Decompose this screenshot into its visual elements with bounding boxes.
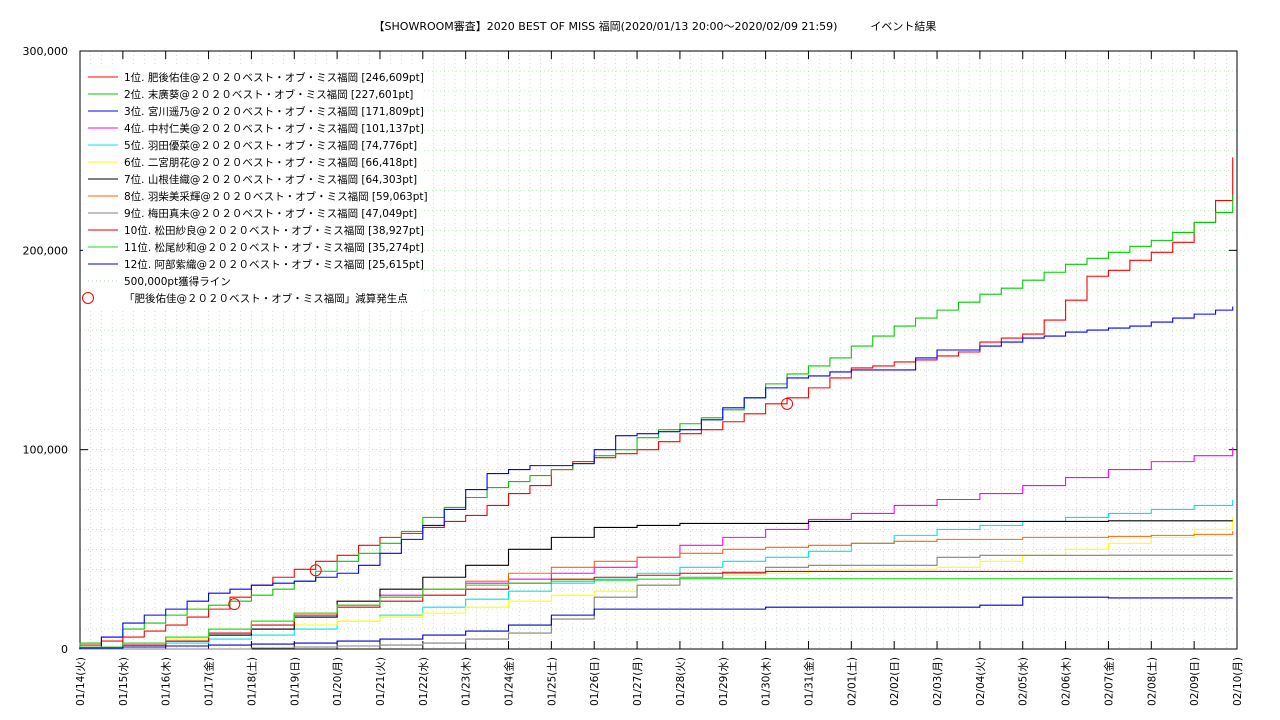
legend-entry: 8位. 羽柴美采輝@２０２０ベスト・オブ・ミス福岡 [59,063pt] (124, 190, 428, 203)
legend-entry: 12位. 阿部紫織@２０２０ベスト・オブ・ミス福岡 [25,615pt] (124, 258, 424, 271)
series-line-4 (79, 447, 1234, 649)
legend-entry: 3位. 宮川遥乃@２０２０ベスト・オブ・ミス福岡 [171,809pt] (124, 105, 424, 118)
x-tick-label: 01/14(火) (75, 657, 87, 706)
x-tick-label: 01/31(金) (802, 657, 815, 706)
legend-entry: 11位. 松尾紗和@２０２０ベスト・オブ・ミス福岡 [35,274pt] (124, 241, 424, 254)
legend-swatch-marker (82, 292, 94, 304)
y-tick-label: 300,000 (23, 45, 69, 58)
legend-entry: 1位. 肥後佑佳@２０２０ベスト・オブ・ミス福岡 [246,609pt] (124, 71, 424, 84)
x-tick-label: 01/30(木) (761, 657, 773, 706)
series-line-3 (79, 306, 1234, 649)
x-tick-label: 01/15(水) (118, 657, 130, 706)
x-tick-label: 02/05(水) (1018, 657, 1030, 706)
y-tick-label: 200,000 (23, 244, 69, 257)
x-tick-label: 01/23(木) (461, 657, 473, 706)
x-tick-label: 02/03(月) (932, 657, 944, 706)
x-tick-label: 01/28(火) (675, 657, 687, 706)
series-line-5 (79, 499, 1234, 649)
y-axis: 0 100,000 200,000 300,000 (23, 45, 1237, 656)
series-line-12 (79, 596, 1233, 649)
x-tick-label: 01/17(金) (203, 657, 216, 706)
series-line-7 (79, 520, 1233, 649)
x-axis: 01/14(火) 01/15(水) 01/16(木) 01/17(金) 01/18(土)… (75, 51, 1244, 706)
x-tick-label: 01/18(土) (245, 657, 258, 706)
x-tick-label: 01/25(土) (545, 657, 558, 706)
x-tick-label: 02/04(火) (975, 657, 987, 706)
x-tick-label: 01/19(日) (289, 657, 301, 706)
legend-entry: 9位. 梅田真未@２０２０ベスト・オブ・ミス福岡 [47,049pt] (124, 207, 417, 220)
chart-title: 【SHOWROOM審査】2020 BEST OF MISS 福岡(2020/01… (374, 19, 937, 33)
x-tick-label: 01/24(金) (503, 657, 516, 706)
x-tick-label: 02/10(月) (1232, 657, 1244, 706)
x-tick-label: 01/22(水) (418, 657, 430, 706)
legend-entry: 2位. 末廣葵@２０２０ベスト・オブ・ミス福岡 [227,601pt] (124, 88, 413, 101)
x-tick-label: 02/09(日) (1189, 657, 1201, 706)
x-tick-label: 02/08(土) (1145, 657, 1158, 706)
reduction-marker (228, 598, 241, 611)
x-tick-label: 02/07(金) (1102, 657, 1115, 706)
x-tick-label: 01/20(月) (332, 657, 344, 706)
legend-entry: 10位. 松田紗良@２０２０ベスト・オブ・ミス福岡 [38,927pt] (124, 224, 424, 237)
legend-entry: 4位. 中村仁美@２０２０ベスト・オブ・ミス福岡 [101,137pt] (124, 122, 424, 135)
legend-entry: 6位. 二宮朋花@２０２０ベスト・オブ・ミス福岡 [66,418pt] (124, 156, 417, 169)
series-line-11 (79, 578, 1233, 649)
plot-area-border (79, 50, 1238, 650)
x-tick-label: 02/02(日) (889, 657, 901, 706)
legend: 1位. 肥後佑佳@２０２０ベスト・オブ・ミス福岡 [246,609pt] 2位. … (82, 66, 428, 311)
reduction-marker (781, 397, 794, 410)
x-tick-label: 02/06(木) (1061, 657, 1073, 706)
y-tick-label: 0 (61, 643, 68, 656)
legend-background (83, 66, 423, 311)
y-tick-label: 100,000 (23, 444, 69, 457)
x-tick-label: 01/21(火) (375, 657, 387, 706)
legend-entry-threshold: 500,000pt獲得ライン (124, 275, 231, 288)
series-line-9 (80, 554, 1233, 650)
x-tick-label: 01/27(月) (632, 657, 644, 706)
x-tick-label: 01/16(木) (161, 657, 173, 706)
legend-entry: 5位. 羽田優菜@２０２０ベスト・オブ・ミス福岡 [74,776pt] (124, 139, 417, 152)
series-line-8 (79, 531, 1234, 649)
marker-group (228, 397, 794, 611)
x-tick-label: 01/29(水) (718, 657, 730, 706)
legend-entry-marker: 「肥後佑佳@２０２０ベスト・オブ・ミス福岡」減算発生点 (124, 292, 408, 305)
series-line-10 (79, 570, 1233, 649)
x-tick-label: 01/26(日) (589, 657, 601, 706)
legend-entry: 7位. 山根佳織@２０２０ベスト・オブ・ミス福岡 [64,303pt] (124, 173, 417, 186)
series-group (79, 157, 1234, 650)
x-tick-label: 02/01(土) (845, 657, 858, 706)
reduction-marker (309, 564, 322, 577)
